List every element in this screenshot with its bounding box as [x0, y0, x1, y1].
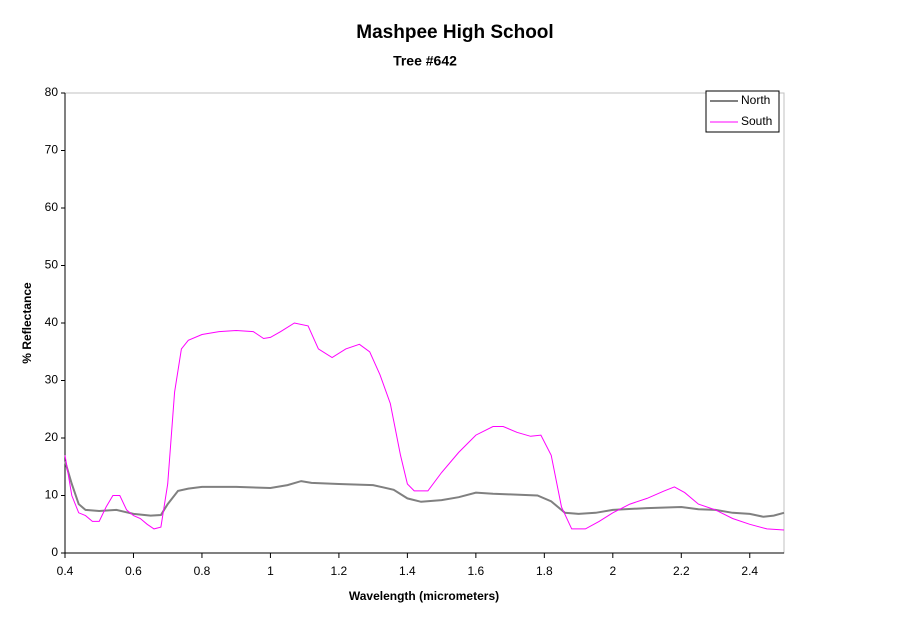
legend — [705, 90, 780, 133]
y-tick-label: 20 — [45, 430, 59, 444]
legend-label: South — [741, 114, 772, 128]
y-tick-label: 60 — [45, 200, 59, 214]
x-tick-label: 0.4 — [57, 564, 74, 578]
x-tick-label: 0.8 — [194, 564, 211, 578]
y-tick-label: 30 — [45, 373, 59, 387]
line-series — [64, 322, 785, 531]
x-tick-label: 1.6 — [468, 564, 485, 578]
y-tick-label: 40 — [45, 315, 59, 329]
y-tick-label: 10 — [45, 488, 59, 502]
y-axis-title: % Reflectance — [20, 282, 34, 364]
y-tick-label: 0 — [51, 545, 58, 559]
line-series — [64, 460, 785, 518]
y-tick-label: 50 — [45, 258, 59, 272]
x-tick-label: 1 — [267, 564, 274, 578]
x-tick-label: 1.4 — [399, 564, 416, 578]
y-tick-label: 70 — [45, 143, 59, 157]
x-tick-label: 1.8 — [536, 564, 553, 578]
legend-label: North — [741, 93, 770, 107]
x-axis-title: Wavelength (micrometers) — [349, 589, 499, 603]
chart-title: Mashpee High School — [356, 22, 553, 43]
x-tick-label: 2.2 — [673, 564, 690, 578]
plot-area — [64, 92, 785, 554]
x-tick-label: 2 — [609, 564, 616, 578]
y-tick-label: 80 — [45, 85, 59, 99]
x-tick-label: 0.6 — [125, 564, 142, 578]
chart-subtitle: Tree #642 — [393, 53, 457, 69]
x-tick-label: 1.2 — [331, 564, 348, 578]
x-tick-label: 2.4 — [741, 564, 758, 578]
